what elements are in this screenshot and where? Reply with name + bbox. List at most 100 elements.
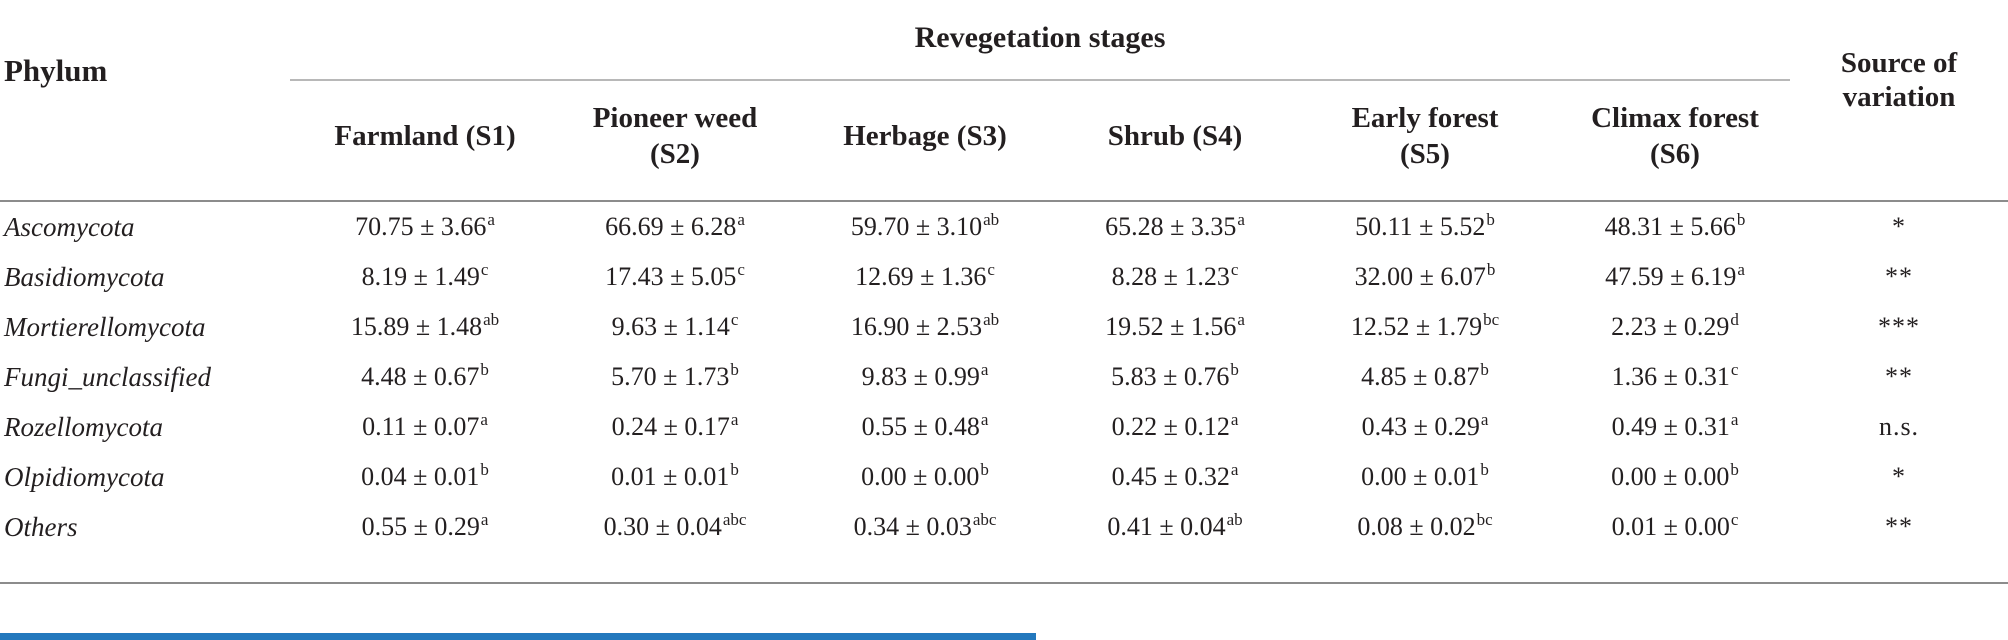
column-header-pioneer-weed-s2: Pioneer weed (S2) bbox=[592, 101, 758, 170]
abundance-value-cell: 16.90 ± 2.53ab bbox=[850, 310, 1000, 341]
abundance-value-cell: 5.83 ± 0.76b bbox=[1111, 360, 1239, 391]
significance-letter: b bbox=[1230, 360, 1239, 380]
abundance-value-cell: 17.43 ± 5.05c bbox=[605, 260, 745, 291]
table-row: Basidiomycota 8.19 ± 1.49c 17.43 ± 5.05c 12… bbox=[0, 252, 2008, 302]
abundance-value-cell: 19.52 ± 1.56a bbox=[1105, 310, 1245, 341]
significance-letter: b bbox=[1480, 460, 1489, 480]
significance-letter: ab bbox=[483, 310, 500, 330]
abundance-value-cell: 0.45 ± 0.32a bbox=[1111, 460, 1239, 491]
abundance-value-cell: 66.69 ± 6.28a bbox=[605, 210, 745, 241]
abundance-value-cell: 65.28 ± 3.35a bbox=[1105, 210, 1245, 241]
abundance-value-cell: 0.04 ± 0.01b bbox=[361, 460, 489, 491]
column-header-climax-forest-s6: Climax forest (S6) bbox=[1591, 101, 1759, 170]
abundance-value-cell: 12.52 ± 1.79bc bbox=[1350, 310, 1500, 341]
abundance-value-cell: 0.11 ± 0.07a bbox=[362, 410, 488, 441]
spanner-header: Revegetation stages bbox=[290, 0, 1790, 81]
significance-letter: ab bbox=[983, 210, 1000, 230]
table-row: Ascomycota 70.75 ± 3.66a 66.69 ± 6.28a 59.7… bbox=[0, 202, 2008, 252]
significance-letter: ab bbox=[1226, 510, 1243, 530]
significance-letter: abc bbox=[722, 510, 747, 530]
significance-letter: a bbox=[487, 210, 495, 230]
abundance-value-cell: 5.70 ± 1.73b bbox=[611, 360, 739, 391]
source-of-variation-cell: ** bbox=[1885, 362, 1913, 391]
significance-letter: a bbox=[980, 410, 989, 430]
abundance-value-cell: 15.89 ± 1.48ab bbox=[350, 310, 500, 341]
abundance-value-cell: 8.19 ± 1.49c bbox=[361, 260, 489, 291]
abundance-value-cell: 4.48 ± 0.67b bbox=[361, 360, 489, 391]
stage-header-row: Farmland (S1) Pioneer weed (S2) Herbage (S3… bbox=[290, 81, 1790, 200]
abundance-value-cell: 70.75 ± 3.66a bbox=[355, 210, 495, 241]
column-header-shrub-s4: Shrub (S4) bbox=[1107, 119, 1243, 152]
significance-letter: c bbox=[1230, 260, 1239, 280]
significance-letter: b bbox=[480, 460, 489, 480]
column-header-source-of-variation: Source of variation bbox=[1790, 0, 2008, 200]
phylum-name: Fungi_unclassified bbox=[4, 361, 211, 392]
significance-letter: a bbox=[1480, 410, 1489, 430]
abundance-value-cell: 0.00 ± 0.00b bbox=[1611, 460, 1739, 491]
abundance-value-cell: 9.63 ± 1.14c bbox=[611, 310, 739, 341]
phylum-name: Basidiomycota bbox=[4, 261, 165, 292]
abundance-value-cell: 0.30 ± 0.04abc bbox=[603, 510, 747, 541]
significance-letter: abc bbox=[972, 510, 997, 530]
column-header-herbage-s3: Herbage (S3) bbox=[843, 119, 1007, 152]
page-footer-accent-bar bbox=[0, 633, 1036, 640]
abundance-value-cell: 59.70 ± 3.10ab bbox=[850, 210, 1000, 241]
significance-letter: b bbox=[1486, 210, 1495, 230]
column-header-early-forest-s5: Early forest (S5) bbox=[1351, 101, 1499, 170]
abundance-value-cell: 0.43 ± 0.29a bbox=[1361, 410, 1489, 441]
significance-letter: a bbox=[1230, 410, 1239, 430]
significance-letter: c bbox=[737, 260, 745, 280]
abundance-value-cell: 32.00 ± 6.07b bbox=[1354, 260, 1496, 291]
abundance-value-cell: 0.34 ± 0.03abc bbox=[853, 510, 997, 541]
phylum-name: Ascomycota bbox=[4, 211, 135, 242]
significance-letter: a bbox=[480, 410, 488, 430]
abundance-value-cell: 48.31 ± 5.66b bbox=[1604, 210, 1746, 241]
abundance-value-cell: 9.83 ± 0.99a bbox=[861, 360, 989, 391]
abundance-value-cell: 0.24 ± 0.17a bbox=[611, 410, 739, 441]
significance-letter: b bbox=[980, 460, 989, 480]
table-header: Phylum Revegetation stages Source of var… bbox=[0, 0, 2008, 202]
abundance-value-cell: 0.55 ± 0.48a bbox=[861, 410, 989, 441]
significance-letter: c bbox=[1730, 360, 1739, 380]
source-of-variation-cell: * bbox=[1892, 212, 1906, 241]
significance-letter: a bbox=[737, 210, 745, 230]
significance-letter: b bbox=[730, 360, 739, 380]
source-of-variation-cell: *** bbox=[1878, 312, 1920, 341]
phylum-name: Olpidiomycota bbox=[4, 461, 165, 492]
abundance-value-cell: 1.36 ± 0.31c bbox=[1611, 360, 1739, 391]
abundance-value-cell: 0.55 ± 0.29a bbox=[361, 510, 489, 541]
table-body: Ascomycota 70.75 ± 3.66a 66.69 ± 6.28a 59.7… bbox=[0, 202, 2008, 584]
abundance-value-cell: 0.08 ± 0.02bc bbox=[1357, 510, 1493, 541]
significance-letter: c bbox=[730, 310, 739, 330]
abundance-value-cell: 0.01 ± 0.00c bbox=[1611, 510, 1739, 541]
source-header-line2: variation bbox=[1842, 81, 1956, 113]
source-of-variation-cell: ** bbox=[1885, 512, 1913, 541]
abundance-value-cell: 0.22 ± 0.12a bbox=[1111, 410, 1239, 441]
significance-letter: bc bbox=[1483, 310, 1500, 330]
abundance-value-cell: 0.49 ± 0.31a bbox=[1611, 410, 1739, 441]
table-row: Olpidiomycota 0.04 ± 0.01b 0.01 ± 0.01b 0.0… bbox=[0, 452, 2008, 502]
significance-letter: b bbox=[1486, 260, 1496, 280]
source-of-variation-cell: * bbox=[1892, 462, 1906, 491]
significance-letter: d bbox=[1730, 310, 1739, 330]
significance-letter: a bbox=[1237, 210, 1245, 230]
table-row: Rozellomycota 0.11 ± 0.07a 0.24 ± 0.17a 0.5… bbox=[0, 402, 2008, 452]
source-header-line1: Source of bbox=[1840, 47, 1958, 79]
significance-letter: a bbox=[1737, 260, 1745, 280]
spanner-header-label: Revegetation stages bbox=[914, 20, 1166, 54]
abundance-value-cell: 0.00 ± 0.00b bbox=[861, 460, 989, 491]
significance-letter: ab bbox=[983, 310, 1000, 330]
abundance-value-cell: 4.85 ± 0.87b bbox=[1361, 360, 1489, 391]
column-header-phylum: Phylum bbox=[4, 53, 108, 88]
significance-letter: a bbox=[980, 360, 989, 380]
abundance-value-cell: 2.23 ± 0.29d bbox=[1611, 310, 1739, 341]
abundance-value-cell: 12.69 ± 1.36c bbox=[855, 260, 995, 291]
abundance-value-cell: 8.28 ± 1.23c bbox=[1111, 260, 1239, 291]
column-header-farmland-s1: Farmland (S1) bbox=[334, 119, 516, 152]
abundance-value-cell: 0.41 ± 0.04ab bbox=[1107, 510, 1243, 541]
phylum-name: Rozellomycota bbox=[4, 411, 163, 442]
abundance-value-cell: 50.11 ± 5.52b bbox=[1355, 210, 1495, 241]
significance-letter: b bbox=[1736, 210, 1746, 230]
significance-letter: a bbox=[730, 410, 739, 430]
